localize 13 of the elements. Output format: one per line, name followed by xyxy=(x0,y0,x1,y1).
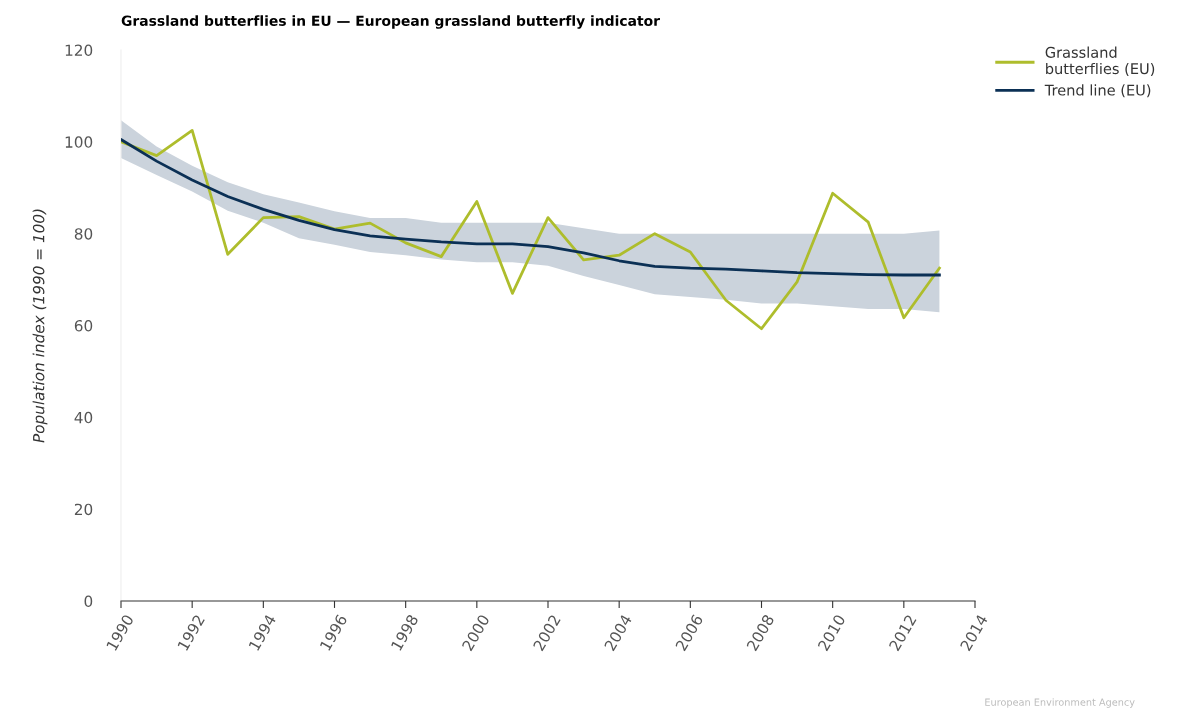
y-tick-label: 100 xyxy=(65,136,93,148)
y-tick-label: 40 xyxy=(74,411,93,424)
legend-label: Trend line (EU) xyxy=(1044,84,1151,98)
line-series xyxy=(121,138,941,277)
chart-title: Grassland butterflies in EU — European grassland butterfly indicator xyxy=(121,15,660,29)
y-tick-label: 120 xyxy=(65,44,93,57)
y-axis-title: Population index (1990 = 100) xyxy=(32,209,48,443)
text: European Environment Agency xyxy=(985,698,1135,708)
y-tick-label: 20 xyxy=(74,503,93,516)
legend-label: Grassland butterflies (EU) xyxy=(1045,46,1155,76)
y-tick-label: 80 xyxy=(74,228,93,240)
y-tick-label: 0 xyxy=(84,595,93,608)
y-tick-label: 60 xyxy=(74,319,93,332)
